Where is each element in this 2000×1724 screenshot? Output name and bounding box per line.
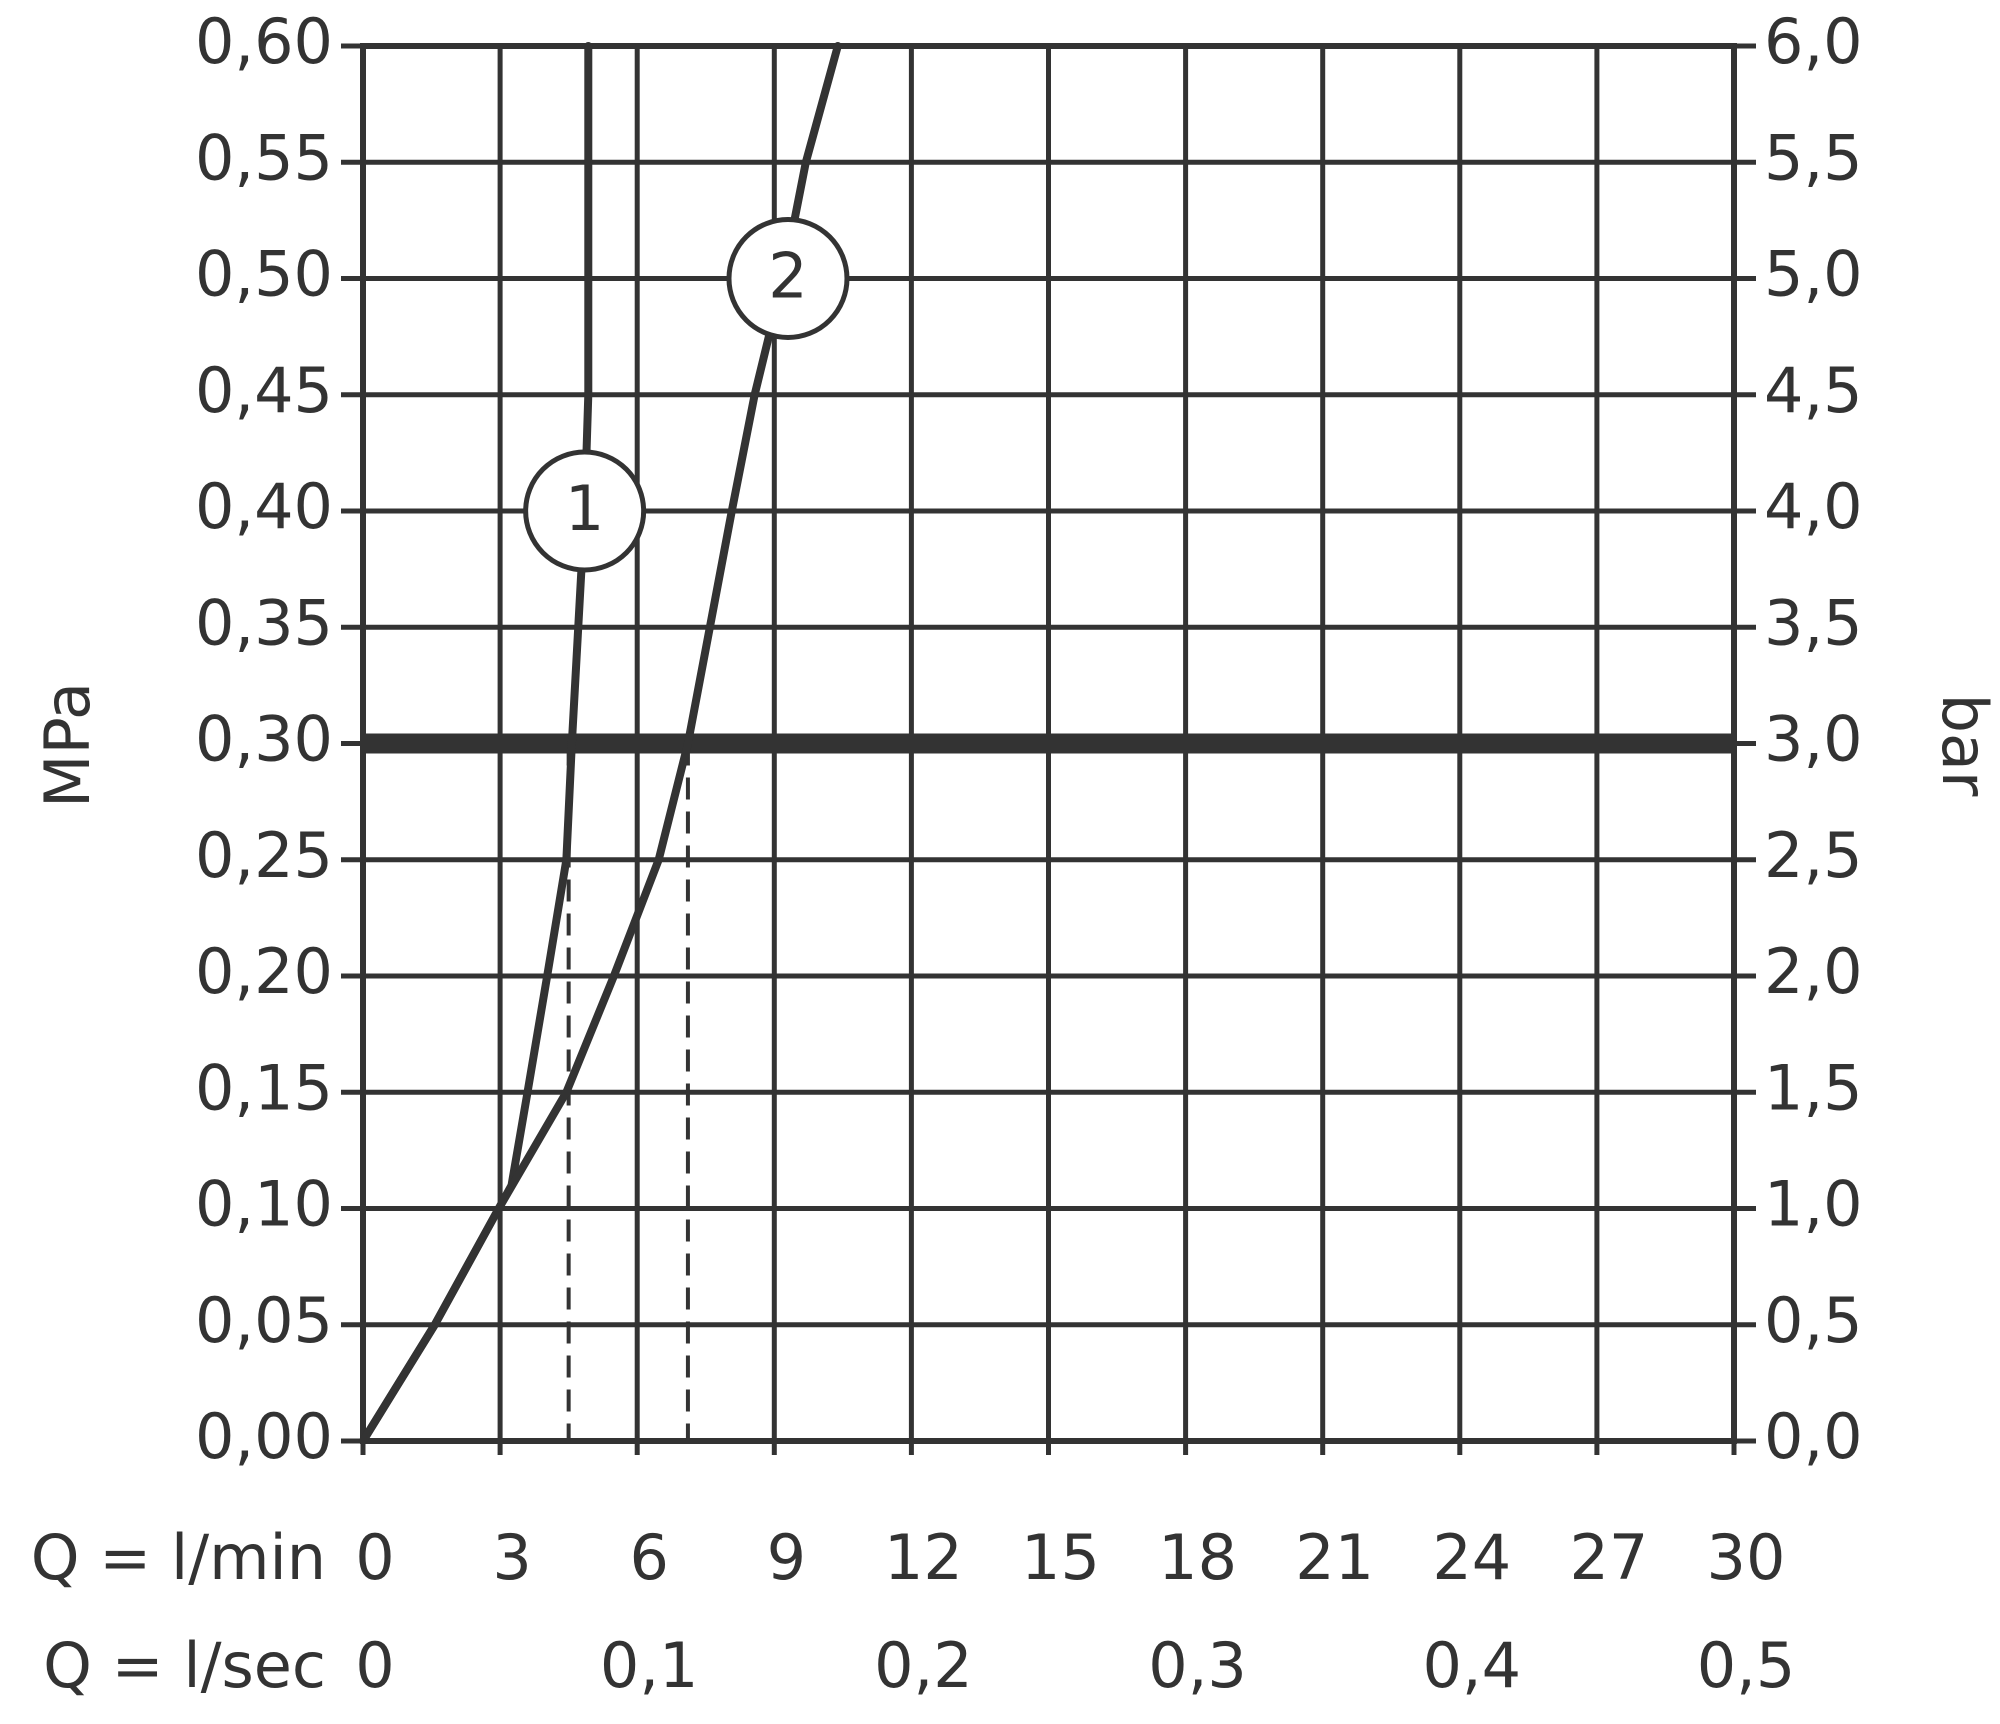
y2-tick-label: 3,5 [1764,586,1863,659]
y2-tick-label: 1,0 [1764,1168,1863,1241]
x2-tick-label: 0,3 [1148,1629,1247,1702]
y-tick-label: 0,20 [195,935,333,1008]
x2-tick-label: 0 [355,1629,394,1702]
x-tick-label: 21 [1295,1521,1374,1594]
y2-tick-label: 2,5 [1764,819,1863,892]
y-tick-label: 0,05 [195,1284,333,1357]
y-tick-label: 0,15 [195,1051,333,1124]
x2-tick-label: 0,2 [874,1629,973,1702]
x2-tick-label: 0,4 [1422,1629,1521,1702]
y-tick-label: 0,00 [195,1400,333,1473]
y-tick-label: 0,10 [195,1168,333,1241]
y-axis-label: MPa [31,682,104,808]
x-tick-label: 9 [767,1521,806,1594]
y2-tick-label: 3,0 [1764,703,1863,776]
y-tick-label: 0,35 [195,586,333,659]
y-tick-label: 0,55 [195,121,333,194]
x-tick-label: 6 [629,1521,668,1594]
y-tick-label: 0,60 [195,5,333,78]
y-tick-label: 0,25 [195,819,333,892]
y2-tick-label: 4,0 [1764,470,1863,543]
y-tick-label: 0,50 [195,238,333,311]
y2-tick-label: 6,0 [1764,5,1863,78]
x-axis-label: Q = l/min [31,1521,326,1594]
y2-tick-label: 4,5 [1764,354,1863,427]
y2-tick-label: 5,0 [1764,238,1863,311]
y2-tick-label: 5,5 [1764,121,1863,194]
x-tick-label: 24 [1432,1521,1511,1594]
x-tick-label: 0 [355,1521,394,1594]
series-label: 2 [768,240,807,313]
series-label: 1 [565,472,604,545]
y-tick-label: 0,30 [195,703,333,776]
series-label-circle [726,217,850,340]
y2-axis-label: bar [1928,694,2000,797]
y-tick-label: 0,40 [195,470,333,543]
x-tick-label: 15 [1021,1521,1100,1594]
x2-axis-label: Q = l/sec [43,1629,326,1702]
y2-tick-label: 2,0 [1764,935,1863,1008]
y2-tick-label: 0,0 [1764,1400,1863,1473]
y2-tick-label: 0,5 [1764,1284,1863,1357]
x-tick-label: 27 [1569,1521,1648,1594]
x-tick-label: 12 [884,1521,963,1594]
series-label-circle [523,449,647,573]
y2-tick-label: 1,5 [1764,1051,1863,1124]
x2-tick-label: 0,5 [1697,1629,1796,1702]
y-tick-label: 0,45 [195,354,333,427]
x-tick-label: 30 [1707,1521,1786,1594]
x-tick-label: 3 [492,1521,531,1594]
x-tick-label: 18 [1158,1521,1237,1594]
x2-tick-label: 0,1 [600,1629,699,1702]
